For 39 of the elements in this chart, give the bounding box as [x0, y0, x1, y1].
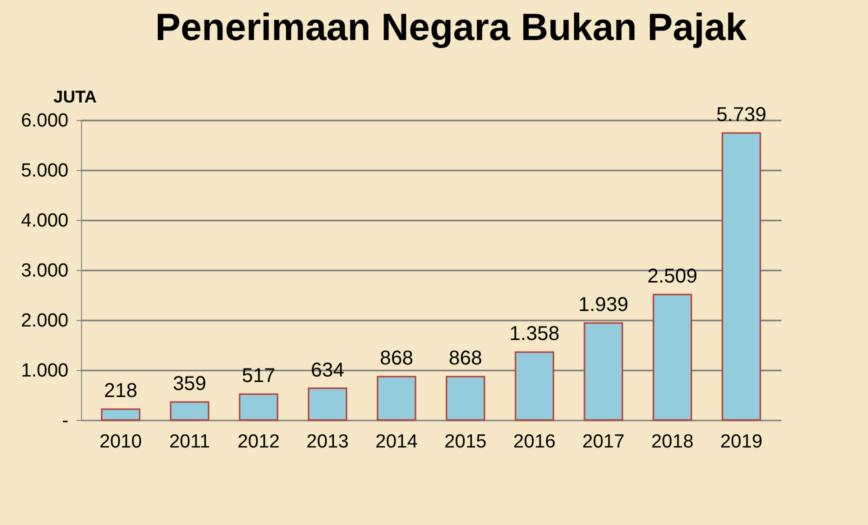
y-tick-label: 1.000 [20, 360, 68, 382]
data-label: 868 [380, 348, 414, 370]
y-tick-label: - [62, 410, 68, 432]
data-label: 1.358 [509, 323, 560, 346]
x-tick-label: 2018 [651, 432, 694, 452]
x-tick-label: 2017 [582, 432, 625, 452]
y-tick-label: 3.000 [20, 260, 68, 282]
bar [722, 132, 762, 421]
bar [238, 393, 278, 421]
bar [170, 401, 210, 421]
bar [100, 408, 140, 421]
data-label: 868 [448, 348, 482, 370]
x-tick-label: 2014 [375, 432, 418, 452]
data-label: 517 [242, 365, 276, 388]
x-tick-label: 2016 [513, 432, 556, 452]
y-axis-title: JUTA [54, 88, 97, 106]
data-label: 359 [172, 373, 206, 396]
x-tick-label: 2011 [169, 432, 210, 452]
data-label: 634 [310, 359, 344, 382]
chart-title: Penerimaan Negara Bukan Pajak [155, 7, 748, 49]
bar [514, 351, 554, 421]
y-tick-label: 5.000 [20, 160, 68, 182]
data-label: 5.739 [716, 104, 766, 126]
y-tick-label: 6.000 [20, 110, 68, 132]
x-tick-label: 2012 [237, 432, 280, 452]
bar [308, 388, 348, 421]
data-label: 1.939 [578, 294, 628, 316]
data-label: 218 [104, 380, 138, 402]
x-tick-label: 2013 [306, 432, 349, 452]
data-label: 2.509 [647, 266, 698, 288]
x-tick-label: 2015 [444, 432, 487, 452]
x-tick-label: 2019 [720, 432, 762, 452]
bar [652, 294, 692, 421]
x-tick-label: 2010 [100, 432, 142, 452]
bar [376, 376, 416, 421]
y-tick-label: 4.000 [20, 210, 68, 232]
bar [446, 376, 486, 421]
y-tick-label: 2.000 [20, 310, 68, 332]
bar [584, 322, 624, 421]
